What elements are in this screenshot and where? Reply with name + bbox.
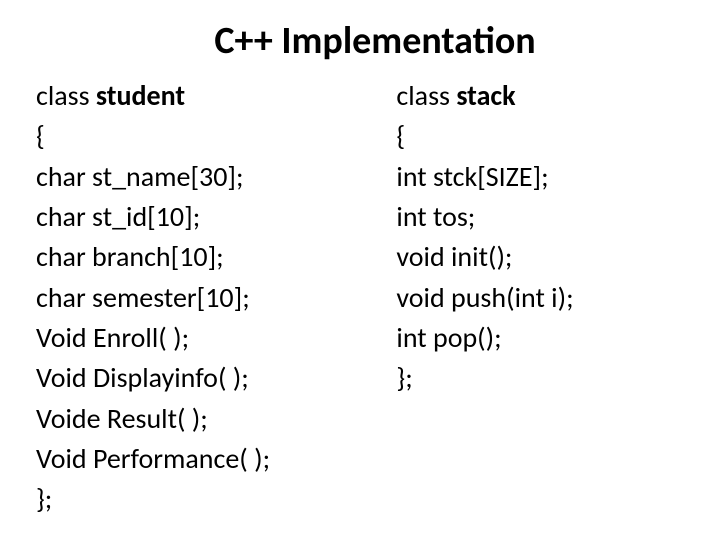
code-line: { bbox=[396, 116, 690, 156]
slide-container: C++ Implementation class student { char … bbox=[0, 0, 720, 540]
code-line: char branch[10]; bbox=[36, 237, 386, 277]
right-column: class stack { int stck[SIZE]; int tos; v… bbox=[386, 76, 690, 519]
code-line: int stck[SIZE]; bbox=[396, 157, 690, 197]
code-line: char st_name[30]; bbox=[36, 157, 386, 197]
class-name: student bbox=[96, 78, 185, 113]
code-line: Voide Result( ); bbox=[36, 399, 386, 439]
code-line: int pop(); bbox=[396, 318, 690, 358]
code-line: Void Displayinfo( ); bbox=[36, 358, 386, 398]
code-line: }; bbox=[36, 479, 386, 519]
code-line: char st_id[10]; bbox=[36, 197, 386, 237]
code-line: class stack bbox=[396, 76, 690, 116]
class-name: stack bbox=[456, 78, 515, 113]
code-line: Void Enroll( ); bbox=[36, 318, 386, 358]
code-line: char semester[10]; bbox=[36, 278, 386, 318]
code-line: int tos; bbox=[396, 197, 690, 237]
code-line: void push(int i); bbox=[396, 278, 690, 318]
slide-title: C++ Implementation bbox=[60, 18, 690, 64]
text: class bbox=[396, 78, 456, 113]
code-line: Void Performance( ); bbox=[36, 439, 386, 479]
code-line: }; bbox=[396, 358, 690, 398]
left-column: class student { char st_name[30]; char s… bbox=[30, 76, 386, 519]
columns-wrapper: class student { char st_name[30]; char s… bbox=[30, 76, 690, 519]
code-line: void init(); bbox=[396, 237, 690, 277]
code-line: { bbox=[36, 116, 386, 156]
code-line: class student bbox=[36, 76, 386, 116]
text: class bbox=[36, 78, 96, 113]
